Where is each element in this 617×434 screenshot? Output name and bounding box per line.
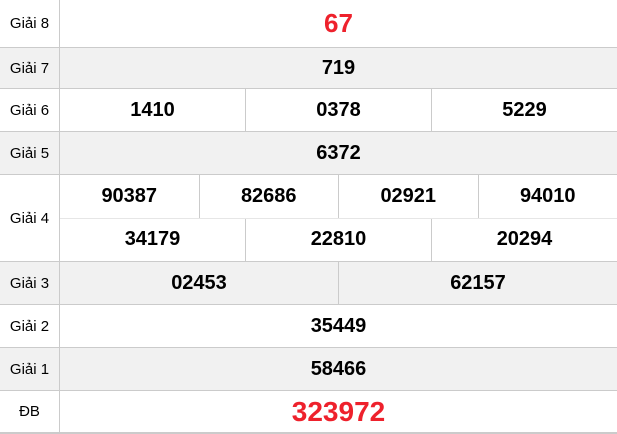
prize-label: Giải 4 <box>0 175 60 261</box>
prize-number: 20294 <box>431 218 617 261</box>
prize-label: ĐB <box>0 391 60 432</box>
prize-cells: 58466 <box>60 348 617 390</box>
prize-cells: 35449 <box>60 305 617 347</box>
prize-row-dac-biet: ĐB 323972 <box>0 391 617 434</box>
prize-subrow: 34179 22810 20294 <box>60 218 617 261</box>
prize-row-giai-6: Giải 6 1410 0378 5229 <box>0 89 617 132</box>
prize-number: 94010 <box>477 175 617 218</box>
prize-number: 02921 <box>338 175 478 218</box>
prize-cells: 67 <box>60 0 617 47</box>
prize-row-giai-8: Giải 8 67 <box>0 0 617 48</box>
prize-row-giai-7: Giải 7 719 <box>0 48 617 89</box>
prize-cells: 02453 62157 <box>60 262 617 304</box>
prize-label: Giải 6 <box>0 89 60 131</box>
prize-label: Giải 3 <box>0 262 60 304</box>
prize-label: Giải 1 <box>0 348 60 390</box>
prize-row-giai-4: Giải 4 90387 82686 02921 94010 34179 228… <box>0 175 617 262</box>
prize-subrow: 90387 82686 02921 94010 <box>60 175 617 219</box>
prize-cells: 1410 0378 5229 <box>60 89 617 131</box>
prize-number: 35449 <box>310 314 367 337</box>
prize-label: Giải 8 <box>0 0 60 47</box>
prize-number: 34179 <box>124 228 181 251</box>
prize-number: 719 <box>321 56 356 79</box>
prize-number: 82686 <box>198 175 339 218</box>
prize-label: Giải 7 <box>0 48 60 88</box>
prize-number: 0378 <box>245 89 431 131</box>
prize-number: 6372 <box>316 141 361 164</box>
prize-number: 67 <box>324 8 353 38</box>
prize-number: 5229 <box>431 89 617 131</box>
prize-cells: 719 <box>60 48 617 88</box>
prize-cells: 323972 <box>60 391 617 432</box>
prize-number: 1410 <box>130 98 175 121</box>
prize-number: 323972 <box>291 395 386 427</box>
prize-row-giai-1: Giải 1 58466 <box>0 348 617 391</box>
prize-number: 58466 <box>310 357 367 380</box>
prize-number: 02453 <box>171 271 227 294</box>
prize-row-giai-5: Giải 5 6372 <box>0 132 617 175</box>
prize-number: 90387 <box>101 184 158 207</box>
prize-number: 62157 <box>338 262 617 304</box>
prize-row-giai-3: Giải 3 02453 62157 <box>0 262 617 305</box>
prize-label: Giải 2 <box>0 305 60 347</box>
prize-cells: 6372 <box>60 132 617 174</box>
prize-label: Giải 5 <box>0 132 60 174</box>
prize-cells: 90387 82686 02921 94010 34179 22810 2029… <box>60 175 617 261</box>
prize-number: 22810 <box>245 218 431 261</box>
prize-row-giai-2: Giải 2 35449 <box>0 305 617 348</box>
